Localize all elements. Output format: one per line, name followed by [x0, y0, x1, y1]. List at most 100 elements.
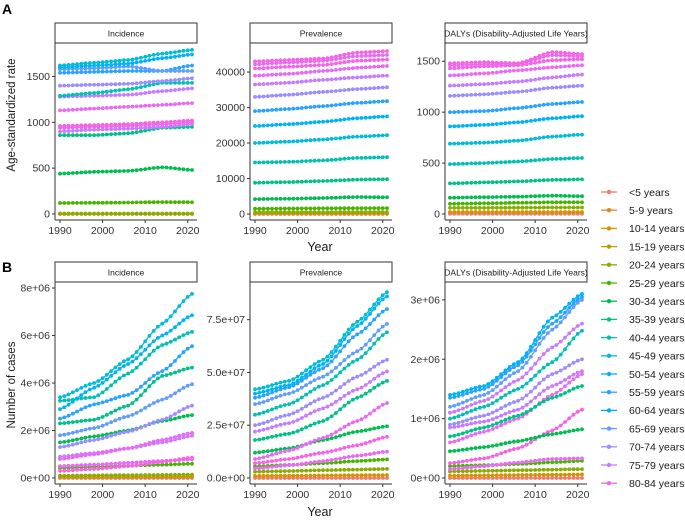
data-point [456, 466, 461, 471]
data-point [291, 71, 296, 76]
data-point [304, 57, 308, 62]
data-point [482, 473, 486, 478]
data-point [299, 371, 304, 376]
data-point [295, 92, 300, 97]
y-tick-label: 500 [422, 158, 440, 170]
data-point [368, 134, 372, 139]
data-point [190, 76, 194, 81]
data-point [503, 205, 508, 210]
data-point [270, 448, 274, 453]
data-point [253, 438, 257, 442]
data-point [96, 133, 101, 137]
data-point [376, 195, 381, 200]
data-point [537, 200, 542, 205]
data-point [490, 382, 495, 386]
series-12 [448, 328, 584, 421]
data-point [546, 348, 550, 352]
legend-item: 5-9 years [601, 205, 673, 217]
y-tick-label: 0 [44, 209, 50, 221]
data-point [304, 105, 308, 110]
data-point [62, 456, 67, 461]
series-7 [253, 155, 389, 165]
data-point [257, 141, 262, 145]
data-point [563, 115, 567, 120]
data-point [554, 390, 559, 395]
data-point [79, 133, 84, 138]
data-point [190, 382, 194, 387]
data-point [516, 79, 520, 84]
data-point [372, 476, 377, 480]
data-point [520, 89, 525, 94]
data-point [70, 83, 75, 88]
data-point [317, 473, 321, 478]
data-point [151, 125, 156, 130]
data-point [477, 405, 482, 410]
data-point [295, 139, 300, 144]
data-point [452, 181, 457, 186]
data-point [291, 106, 296, 111]
data-point [253, 197, 257, 202]
data-point [295, 409, 300, 414]
data-point [338, 447, 343, 451]
data-point [282, 58, 287, 62]
data-point [558, 457, 563, 461]
data-point [342, 55, 347, 60]
data-point [156, 462, 160, 467]
data-point [79, 407, 84, 412]
data-point [507, 365, 512, 369]
data-point [575, 294, 580, 299]
data-point [567, 51, 572, 56]
data-point [452, 403, 457, 408]
data-point [380, 435, 385, 440]
data-point [452, 433, 457, 438]
data-point [385, 401, 389, 405]
data-point [516, 120, 520, 125]
data-point [363, 75, 368, 79]
data-point [529, 179, 533, 183]
data-point [334, 57, 338, 61]
data-point [460, 83, 465, 87]
series-13 [448, 321, 584, 415]
data-point [376, 476, 381, 480]
data-point [558, 64, 563, 69]
data-point [134, 365, 139, 370]
data-point [575, 72, 580, 77]
data-point [308, 369, 313, 374]
data-point [274, 424, 279, 428]
data-point [372, 467, 377, 472]
data-point [512, 388, 516, 393]
data-point [368, 367, 372, 372]
data-point [465, 435, 469, 439]
data-point [524, 210, 529, 214]
data-point [312, 138, 317, 142]
data-point [524, 194, 529, 199]
data-point [100, 376, 105, 381]
data-point [58, 83, 62, 88]
data-point [355, 50, 360, 55]
data-point [499, 372, 503, 376]
data-point [274, 469, 279, 474]
data-point [122, 69, 126, 73]
data-point [185, 431, 190, 436]
data-point [164, 120, 169, 125]
data-point [177, 457, 182, 462]
data-point [253, 160, 257, 165]
data-point [355, 177, 360, 182]
data-point [460, 109, 465, 114]
data-point [104, 59, 109, 64]
data-point [278, 380, 283, 385]
data-point [363, 467, 368, 472]
data-point [469, 210, 474, 214]
data-point [173, 458, 177, 462]
data-point [448, 201, 452, 206]
data-point [482, 60, 486, 65]
data-point [469, 476, 474, 480]
data-point [359, 394, 364, 398]
data-point [139, 129, 143, 134]
data-point [270, 210, 274, 215]
data-point [278, 393, 283, 398]
data-point [143, 128, 148, 133]
data-point [507, 201, 512, 205]
data-point [299, 375, 304, 380]
data-point [372, 100, 377, 104]
